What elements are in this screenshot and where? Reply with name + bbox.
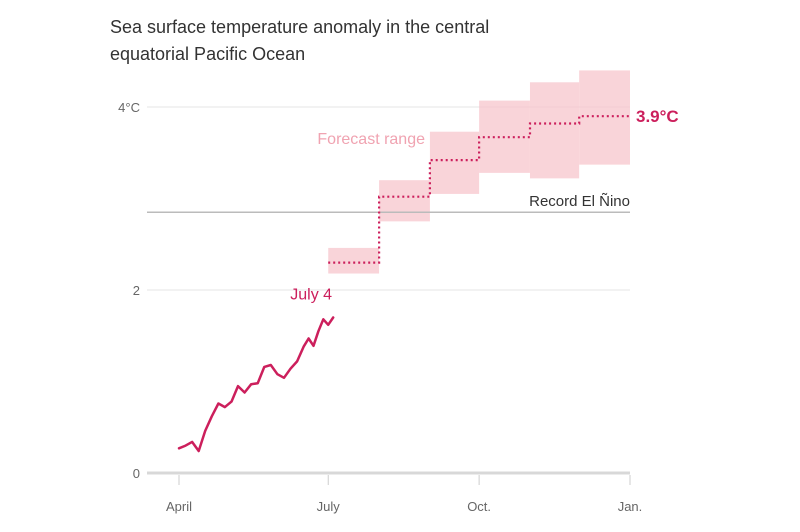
forecast-median-line xyxy=(328,115,630,264)
y-tick-label: 2 xyxy=(133,283,140,298)
forecast-end-label: 3.9°C xyxy=(636,107,679,126)
observed-annotation: July 4 xyxy=(290,286,332,303)
y-tick-label: 0 xyxy=(133,466,140,481)
x-tick-label: April xyxy=(166,499,192,514)
forecast-range-box xyxy=(429,131,480,194)
x-tick-label: Oct. xyxy=(467,499,491,514)
x-tick-label: July xyxy=(317,499,341,514)
forecast-range-box xyxy=(529,82,580,179)
chart-title: Sea surface temperature anomaly in the c… xyxy=(110,17,490,64)
forecast-range-box xyxy=(579,70,630,165)
y-tick-label: 4°C xyxy=(118,100,140,115)
record-el-nino-label: Record El Ñino xyxy=(529,193,630,210)
forecast-range-box xyxy=(379,180,430,222)
observed-line xyxy=(177,316,335,453)
forecast-range-box xyxy=(328,247,380,274)
forecast-range-label: Forecast range xyxy=(317,131,425,148)
x-tick-label: Jan. xyxy=(618,499,643,514)
